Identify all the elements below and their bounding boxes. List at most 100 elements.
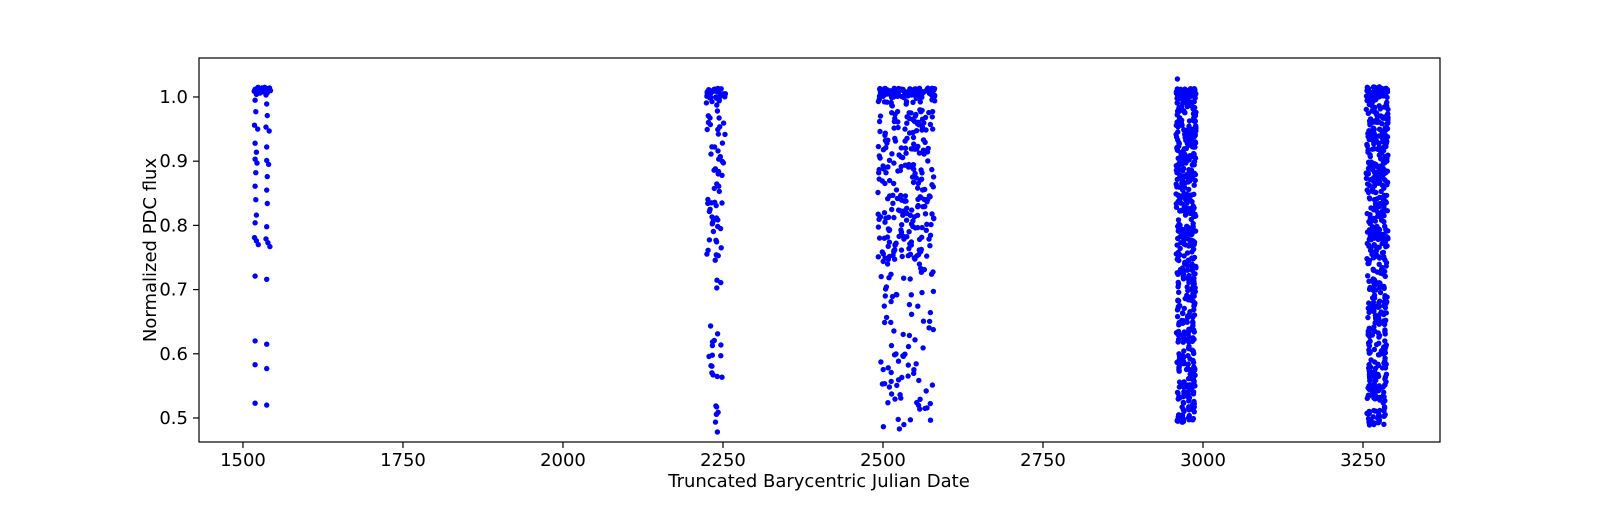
data-point [1382,257,1388,263]
data-point [1366,347,1372,353]
data-point [884,99,890,105]
data-point [1190,105,1197,111]
data-point [1178,176,1184,182]
data-point [252,273,258,279]
data-point [1187,192,1193,198]
data-point [1370,299,1377,306]
data-point [888,271,894,277]
data-point [716,188,722,195]
data-point [1184,174,1191,180]
data-point [264,402,270,408]
data-point [255,126,261,132]
data-point [712,257,718,263]
data-point [930,126,936,132]
data-point [1375,361,1381,367]
data-point [714,181,720,187]
data-point [1377,106,1384,112]
data-point [1376,315,1382,321]
data-point [1181,305,1188,312]
data-point [1189,231,1195,237]
data-point [1191,271,1197,277]
data-point [1376,126,1383,132]
data-point [1379,131,1386,137]
data-point [1191,205,1197,211]
data-point [264,341,270,347]
data-point [1366,182,1373,189]
data-point [711,167,717,173]
data-point [1369,218,1375,224]
data-point [1380,271,1386,277]
data-point [1181,389,1187,395]
data-point [1370,108,1376,114]
data-point [886,384,893,390]
data-point [1176,418,1183,424]
data-point [884,261,891,267]
data-point [1175,253,1182,259]
data-point [1377,113,1383,119]
data-point [888,342,895,349]
data-point [927,121,934,128]
data-point [1186,135,1192,141]
data-point [1176,367,1182,373]
data-point [883,170,889,176]
data-point [1185,353,1191,359]
data-point [895,416,901,423]
y-tick-label: 0.6 [159,344,188,365]
data-point [929,211,935,217]
data-point [720,120,727,126]
data-point [911,141,917,147]
data-point [927,243,933,249]
data-point [885,365,891,371]
data-point [1366,243,1372,249]
data-point [875,224,882,230]
data-point [265,161,272,168]
x-tick-label: 2500 [860,450,906,471]
data-point [875,254,881,260]
data-point [1379,86,1385,93]
data-point [896,233,902,240]
data-point [891,214,897,221]
data-point [1193,128,1199,134]
data-point [880,251,886,257]
data-point [911,367,917,373]
data-point [715,409,721,415]
data-point [923,127,929,133]
data-point [915,185,921,191]
data-point [901,275,907,281]
data-point [903,150,909,156]
data-point [1381,201,1387,207]
data-point [919,124,926,130]
data-point [1371,292,1378,298]
data-point [252,183,258,189]
data-point [1178,194,1184,200]
data-point [1176,162,1182,168]
data-point [913,361,919,367]
data-point [1192,113,1199,119]
data-point [919,224,925,231]
data-point [883,314,890,321]
data-point [1366,300,1372,306]
data-point [712,419,719,425]
data-point [1372,189,1379,196]
data-point [929,382,936,388]
data-point [910,223,916,230]
data-point [876,153,882,159]
data-point [1371,346,1378,353]
data-point [906,332,913,339]
data-point [1186,383,1193,390]
data-point [888,298,894,305]
data-point [709,339,716,345]
data-point [923,388,929,394]
data-point [719,200,725,206]
data-point [1190,348,1196,354]
data-point [1174,242,1180,248]
data-point [1371,407,1377,414]
data-point [1381,360,1387,366]
data-point [1189,99,1195,105]
data-point [889,110,895,116]
data-point [1376,144,1382,150]
data-point [906,245,912,252]
data-point [1184,263,1191,269]
